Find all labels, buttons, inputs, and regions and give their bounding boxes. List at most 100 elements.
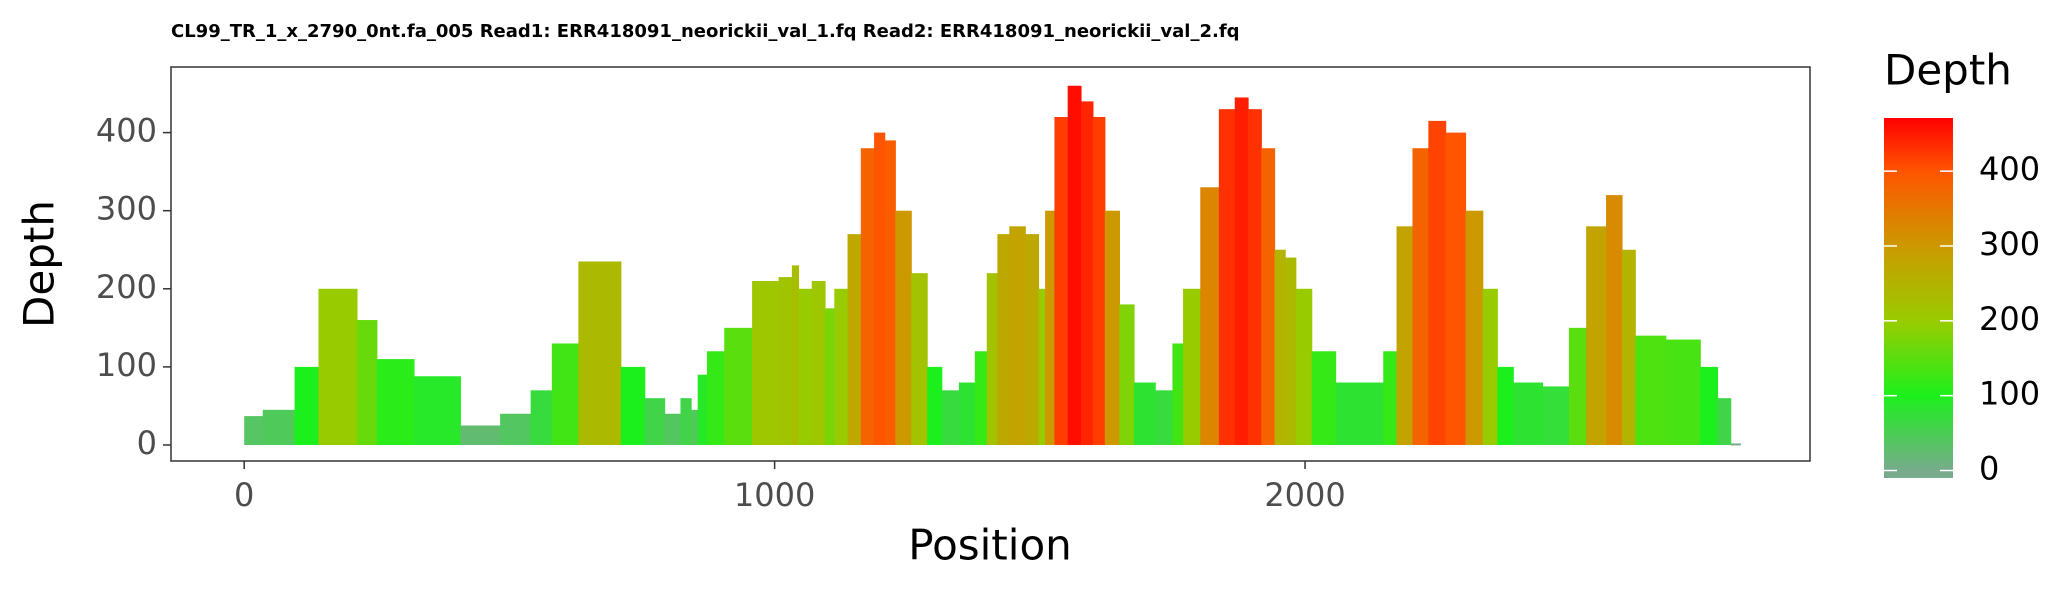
depth-column — [1248, 109, 1262, 445]
depth-column — [1054, 116, 1069, 445]
depth-column — [600, 261, 622, 445]
depth-column — [1200, 187, 1220, 445]
depth-column — [1730, 443, 1741, 446]
x-tick-label: 0 — [234, 476, 254, 514]
depth-column — [1445, 132, 1467, 445]
depth-column — [680, 398, 692, 445]
depth-column — [551, 343, 579, 445]
depth-column — [958, 382, 976, 445]
plot-frame — [170, 66, 1811, 462]
depth-column — [941, 390, 960, 445]
depth-column — [691, 409, 699, 445]
depth-column — [860, 148, 875, 445]
depth-column — [778, 277, 793, 445]
depth-column — [1428, 120, 1447, 445]
depth-column — [376, 359, 415, 445]
depth-column — [1045, 210, 1056, 445]
depth-column — [1274, 249, 1286, 445]
depth-column — [244, 416, 264, 445]
depth-column — [895, 210, 912, 445]
colorbar-label: 0 — [1979, 450, 1999, 488]
depth-column — [1635, 335, 1667, 445]
depth-column — [1465, 210, 1484, 445]
x-axis-title: Position — [908, 521, 1072, 570]
depth-column — [791, 265, 800, 445]
depth-column — [1621, 249, 1636, 445]
depth-column — [825, 308, 835, 445]
depth-column — [1396, 226, 1414, 445]
depth-column — [1234, 97, 1249, 445]
depth-column — [1067, 85, 1082, 445]
y-tick-label: 100 — [96, 346, 157, 384]
depth-column — [413, 376, 461, 445]
depth-column — [1119, 304, 1135, 445]
y-tick-label: 300 — [96, 190, 157, 228]
depth-column — [1155, 390, 1174, 445]
depth-column — [1092, 116, 1106, 445]
chart-title: CL99_TR_1_x_2790_0nt.fa_005 Read1: ERR41… — [171, 21, 1240, 42]
depth-column — [356, 320, 378, 445]
depth-column — [578, 261, 602, 445]
depth-column — [294, 366, 320, 445]
depth-column — [1104, 210, 1120, 445]
depth-column — [874, 132, 886, 445]
depth-column — [1606, 195, 1623, 445]
depth-column — [1295, 288, 1313, 445]
depth-column — [620, 366, 646, 445]
depth-column — [262, 409, 296, 445]
depth-column — [500, 413, 532, 445]
depth-column — [811, 280, 826, 445]
depth-column — [644, 398, 666, 445]
depth-column — [847, 234, 862, 445]
depth-column — [1482, 288, 1498, 445]
depth-column — [1133, 382, 1156, 445]
colorbar-label: 100 — [1979, 375, 2040, 413]
depth-column — [1218, 109, 1236, 445]
depth-column — [986, 273, 998, 445]
depth-column — [1172, 343, 1184, 445]
colorbar-label: 400 — [1979, 150, 2040, 188]
colorbar-label: 300 — [1979, 225, 2040, 263]
depth-column — [1513, 382, 1544, 445]
depth-column — [318, 288, 339, 445]
y-tick-label: 400 — [96, 112, 157, 150]
colorbar — [1884, 118, 1953, 478]
y-tick-label: 0 — [137, 424, 157, 462]
depth-column — [1497, 366, 1514, 445]
depth-column — [338, 288, 358, 445]
x-tick-label: 1000 — [734, 476, 815, 514]
depth-column — [1025, 234, 1040, 445]
depth-column — [927, 366, 943, 445]
depth-column — [1261, 148, 1276, 445]
depth-column — [834, 288, 849, 445]
depth-column — [1568, 327, 1587, 445]
depth-column — [1311, 351, 1337, 445]
depth-column — [884, 140, 896, 445]
depth-column — [706, 351, 725, 445]
x-tick-label: 2000 — [1264, 476, 1345, 514]
depth-column — [974, 351, 988, 445]
depth-column — [1080, 101, 1094, 445]
depth-column — [911, 273, 928, 445]
depth-column — [1412, 148, 1429, 445]
depth-column — [1717, 398, 1732, 445]
depth-column — [997, 234, 1010, 445]
depth-column — [1383, 351, 1398, 445]
depth-column — [460, 425, 501, 445]
depth-column — [1363, 382, 1384, 445]
depth-column — [724, 327, 753, 445]
legend-title: Depth — [1884, 46, 2012, 95]
depth-column — [530, 390, 553, 445]
colorbar-label: 200 — [1979, 300, 2040, 338]
depth-column — [1285, 257, 1297, 445]
depth-column — [798, 288, 813, 445]
depth-column — [1335, 382, 1364, 445]
depth-column — [664, 413, 682, 445]
depth-column — [1586, 226, 1607, 445]
depth-column — [1665, 339, 1701, 445]
depth-column — [1009, 226, 1026, 445]
depth-column — [1700, 366, 1719, 445]
y-axis-title: Depth — [15, 200, 64, 328]
